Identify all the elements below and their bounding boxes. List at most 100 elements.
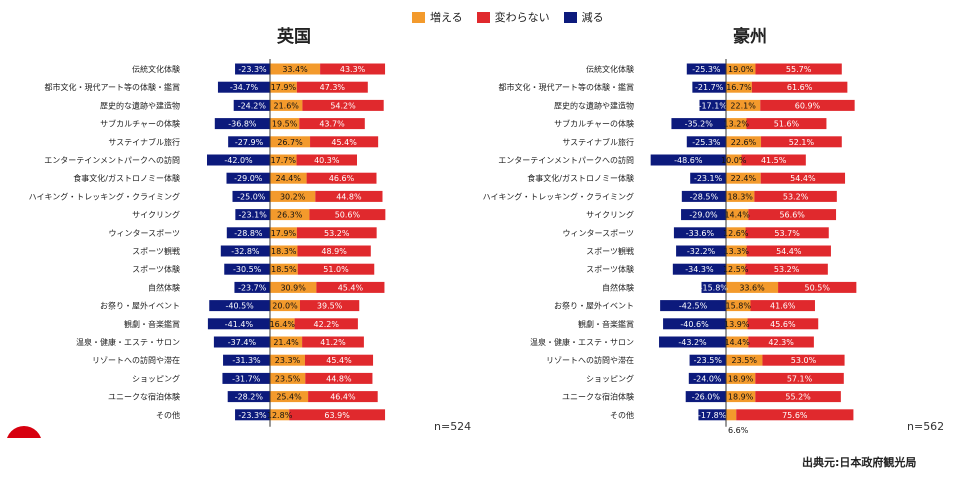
bar-nochange-uk — [308, 391, 378, 403]
data-label-increase-uk: 24.4% — [276, 174, 302, 183]
data-label-decrease-uk: -28.2% — [235, 393, 264, 402]
sample-size-uk: n=524 — [434, 420, 472, 433]
category-label-uk: ウィンタースポーツ — [109, 229, 180, 238]
data-label-decrease-uk: -24.2% — [238, 101, 267, 110]
data-label-increase-uk: 30.9% — [280, 283, 306, 292]
data-label-decrease-uk: -28.8% — [234, 229, 263, 238]
category-label-au: サステイナブル旅行 — [562, 137, 634, 147]
data-label-nochange-uk: 47.3% — [320, 83, 346, 92]
data-label-increase-au: 23.5% — [732, 356, 758, 365]
data-label-decrease-au: -17.8% — [698, 411, 727, 420]
bar-increase-au — [726, 354, 763, 366]
bar-decrease-au — [681, 209, 726, 221]
bar-increase-au — [726, 372, 756, 384]
data-label-increase-uk: 17.9% — [271, 83, 297, 92]
bar-nochange-uk — [305, 372, 373, 384]
data-label-decrease-uk: -34.7% — [230, 83, 259, 92]
data-label-increase-uk: 19.5% — [272, 120, 298, 129]
bar-increase-uk — [270, 99, 303, 111]
data-label-nochange-au: 75.6% — [782, 411, 808, 420]
bar-decrease-uk — [226, 227, 270, 239]
legend-label-increase: 増える — [430, 11, 463, 24]
bar-nochange-au — [755, 372, 844, 384]
bar-decrease-uk — [233, 99, 270, 111]
category-label-uk: ショッピング — [132, 373, 180, 383]
data-label-nochange-au: 41.5% — [761, 156, 787, 165]
data-label-nochange-au: 53.2% — [783, 192, 809, 201]
category-label-au: お祭り・屋外イベント — [554, 301, 634, 311]
data-label-nochange-uk: 43.7% — [319, 120, 345, 129]
data-label-decrease-au: -23.1% — [694, 174, 723, 183]
data-label-decrease-au: -25.3% — [692, 65, 721, 74]
bar-nochange-au — [741, 154, 806, 166]
bar-decrease-au — [686, 63, 726, 75]
data-label-increase-uk: 18.3% — [271, 247, 297, 256]
category-label-au: スポーツ体験 — [586, 264, 634, 274]
data-label-decrease-au: -42.5% — [679, 302, 708, 311]
data-label-decrease-au: -28.5% — [690, 192, 719, 201]
bar-decrease-au — [701, 281, 726, 293]
category-label-au: スポーツ観戦 — [586, 246, 634, 256]
data-label-decrease-au: -29.0% — [689, 211, 718, 220]
category-label-au: ウィンタースポーツ — [563, 229, 634, 238]
bar-decrease-uk — [220, 245, 270, 257]
data-label-decrease-uk: -23.1% — [239, 211, 268, 220]
data-label-decrease-au: -24.0% — [693, 374, 722, 383]
bar-increase-au — [726, 263, 746, 275]
bar-decrease-uk — [224, 263, 270, 275]
bar-nochange-au — [778, 281, 857, 293]
category-label-uk: その他 — [156, 410, 180, 420]
bar-increase-uk — [270, 245, 298, 257]
data-label-increase-au: 22.1% — [730, 101, 756, 110]
bar-nochange-au — [750, 300, 815, 312]
data-label-increase-au: 16.7% — [726, 83, 752, 92]
data-label-nochange-au: 53.2% — [774, 265, 800, 274]
category-label-au: サイクリング — [586, 210, 634, 220]
bar-nochange-uk — [315, 190, 383, 202]
bar-increase-uk — [270, 354, 305, 366]
data-label-decrease-au: -21.7% — [695, 83, 724, 92]
bar-increase-au — [726, 209, 749, 221]
data-label-increase-au: 14.4% — [724, 211, 750, 220]
legend: 増える 変わらない 減る — [412, 9, 618, 25]
data-label-increase-au: 19.0% — [728, 65, 754, 74]
data-label-decrease-uk: -40.5% — [225, 302, 254, 311]
bar-increase-uk — [270, 136, 311, 148]
data-label-increase-au: 22.6% — [731, 138, 757, 147]
data-label-decrease-uk: -41.4% — [225, 320, 254, 329]
bar-nochange-uk — [302, 336, 364, 348]
bar-nochange-uk — [309, 209, 386, 221]
data-label-increase-uk: 30.2% — [280, 192, 306, 201]
bar-decrease-uk — [207, 318, 270, 330]
chart-au: 伝統文化体験 -25.3% 19.0% 55.7% 都市文化・現代アート等の体験・鑑賞 -… — [483, 59, 857, 435]
bar-increase-uk — [270, 81, 297, 93]
chart-title-au: 豪州 — [733, 27, 767, 47]
bar-decrease-au — [689, 354, 726, 366]
bar-decrease-au — [663, 318, 726, 330]
data-label-increase-uk: 26.7% — [277, 138, 303, 147]
data-label-increase-au: 10.0% — [721, 156, 747, 165]
bar-increase-au — [726, 81, 752, 93]
data-label-nochange-uk: 54.2% — [330, 101, 356, 110]
bar-decrease-au — [650, 154, 726, 166]
bar-decrease-au — [676, 245, 726, 257]
data-label-nochange-au: 61.6% — [787, 83, 813, 92]
bar-nochange-au — [754, 190, 837, 202]
data-label-nochange-uk: 50.6% — [335, 211, 361, 220]
data-label-nochange-uk: 48.9% — [321, 247, 347, 256]
bar-increase-au — [726, 336, 749, 348]
bar-nochange-au — [761, 136, 842, 148]
data-label-decrease-uk: -29.0% — [234, 174, 263, 183]
bar-decrease-uk — [209, 300, 270, 312]
data-label-increase-uk: 17.7% — [271, 156, 297, 165]
bar-increase-au — [726, 281, 779, 293]
data-label-increase-uk: 25.4% — [276, 393, 302, 402]
data-label-increase-uk: 23.5% — [275, 374, 301, 383]
data-label-nochange-uk: 43.3% — [340, 65, 366, 74]
bar-nochange-au — [746, 118, 827, 130]
legend-label-decrease: 減る — [581, 11, 604, 24]
bar-decrease-uk — [207, 154, 270, 166]
data-label-increase-au: 18.9% — [728, 393, 754, 402]
category-label-uk: エンターテインメントパークへの訪問 — [44, 155, 180, 165]
category-label-uk: お祭り・屋外イベント — [100, 301, 180, 311]
